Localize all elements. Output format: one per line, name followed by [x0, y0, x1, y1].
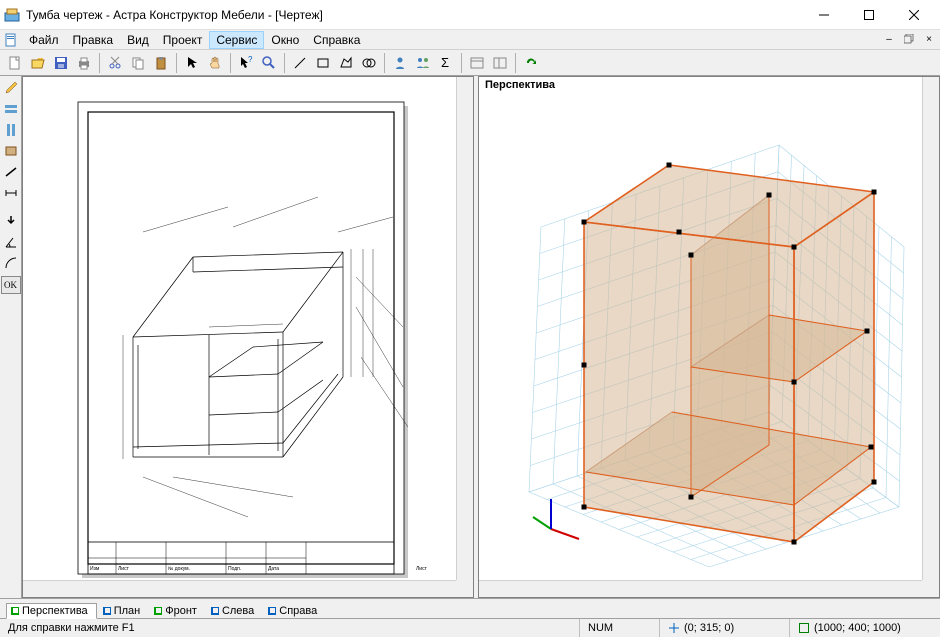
- perspective-view: [479, 77, 924, 582]
- menu-сервис[interactable]: Сервис: [209, 31, 264, 49]
- menu-справка[interactable]: Справка: [306, 31, 367, 49]
- svg-text:Дата: Дата: [268, 566, 279, 572]
- sigma-button[interactable]: Σ: [435, 52, 457, 74]
- svg-text:?: ?: [248, 55, 253, 64]
- scrollbar-horizontal[interactable]: [23, 580, 456, 597]
- document-icon: [2, 31, 20, 49]
- menu-проект[interactable]: Проект: [156, 31, 210, 49]
- window-controls: [801, 0, 936, 30]
- menu-файл[interactable]: Файл: [22, 31, 66, 49]
- print-button[interactable]: [73, 52, 95, 74]
- maximize-button[interactable]: [846, 0, 891, 30]
- cursor-help-button[interactable]: ?: [235, 52, 257, 74]
- mdi-minimize-button[interactable]: –: [880, 31, 898, 47]
- union-button[interactable]: [358, 52, 380, 74]
- group-button[interactable]: [412, 52, 434, 74]
- tab-слева[interactable]: Слева: [207, 604, 262, 618]
- pencil-button[interactable]: [1, 78, 21, 98]
- layer-h-button[interactable]: [1, 99, 21, 119]
- new-file-button[interactable]: [4, 52, 26, 74]
- arrow-down-button[interactable]: [1, 211, 21, 231]
- pane-title: Перспектива: [485, 79, 555, 91]
- svg-text:№ докум.: № докум.: [168, 566, 190, 572]
- svg-text:Σ: Σ: [441, 55, 449, 70]
- arc-button[interactable]: [1, 253, 21, 273]
- panel1-button[interactable]: [466, 52, 488, 74]
- status-dims: (1000; 400; 1000): [790, 619, 940, 637]
- arrow-select-button[interactable]: [181, 52, 203, 74]
- menu-правка[interactable]: Правка: [66, 31, 121, 49]
- person-button[interactable]: [389, 52, 411, 74]
- panel2-button[interactable]: [489, 52, 511, 74]
- save-file-button[interactable]: [50, 52, 72, 74]
- tab-перспектива[interactable]: Перспектива: [6, 603, 97, 619]
- rect-tool-button[interactable]: [1, 141, 21, 161]
- ok-button[interactable]: OK: [1, 276, 21, 294]
- workspace: Изм Лист № докум. Подп. Дата Лист Перспектива: [22, 76, 940, 598]
- poly-button[interactable]: [335, 52, 357, 74]
- tab-фронт[interactable]: Фронт: [150, 604, 205, 618]
- mdi-restore-button[interactable]: [900, 31, 918, 47]
- status-coords: (0; 315; 0): [660, 619, 790, 637]
- scroll-corner: [922, 580, 939, 597]
- perspective-pane[interactable]: Перспектива: [478, 76, 940, 598]
- view-tabs: ПерспективаПланФронтСлеваСправа: [0, 598, 940, 618]
- zoom-button[interactable]: [258, 52, 280, 74]
- main-area: OK Изм Лист № докум. Подп. Дата Лист Перспект…: [0, 76, 940, 598]
- rect-button[interactable]: [312, 52, 334, 74]
- drawing-pane[interactable]: Изм Лист № докум. Подп. Дата Лист: [22, 76, 474, 598]
- crosshair-icon: [668, 622, 680, 634]
- cut-button[interactable]: [104, 52, 126, 74]
- statusbar: Для справки нажмите F1 NUM (0; 315; 0) (…: [0, 618, 940, 637]
- svg-text:Лист: Лист: [416, 566, 428, 572]
- tab-справа[interactable]: Справа: [264, 604, 325, 618]
- hand-pan-button[interactable]: [204, 52, 226, 74]
- status-num: NUM: [580, 619, 660, 637]
- svg-text:Лист: Лист: [118, 566, 130, 572]
- scrollbar-vertical[interactable]: [922, 77, 939, 580]
- menubar: ФайлПравкаВидПроектСервисОкноСправка – ×: [0, 30, 940, 50]
- tab-план[interactable]: План: [99, 604, 149, 618]
- menu-окно[interactable]: Окно: [264, 31, 306, 49]
- mdi-close-button[interactable]: ×: [920, 31, 938, 47]
- titlebar: Тумба чертеж - Астра Конструктор Мебели …: [0, 0, 940, 30]
- svg-text:Изм: Изм: [90, 566, 100, 572]
- scrollbar-horizontal[interactable]: [479, 580, 922, 597]
- angle-button[interactable]: [1, 232, 21, 252]
- app-icon: [4, 7, 20, 23]
- mdi-controls: – ×: [880, 31, 938, 47]
- technical-drawing: Изм Лист № докум. Подп. Дата Лист: [23, 77, 458, 582]
- side-toolbar: OK: [0, 76, 22, 598]
- close-button[interactable]: [891, 0, 936, 30]
- svg-text:Подп.: Подп.: [228, 566, 241, 572]
- line-button[interactable]: [289, 52, 311, 74]
- scroll-corner: [456, 580, 473, 597]
- minimize-button[interactable]: [801, 0, 846, 30]
- window-title: Тумба чертеж - Астра Конструктор Мебели …: [26, 8, 801, 22]
- layer-v-button[interactable]: [1, 120, 21, 140]
- status-help: Для справки нажмите F1: [0, 619, 580, 637]
- line-tool-button[interactable]: [1, 162, 21, 182]
- menu-вид[interactable]: Вид: [120, 31, 156, 49]
- copy-button[interactable]: [127, 52, 149, 74]
- refresh-button[interactable]: [520, 52, 542, 74]
- toolbar: ?Σ: [0, 50, 940, 76]
- scrollbar-vertical[interactable]: [456, 77, 473, 580]
- open-file-button[interactable]: [27, 52, 49, 74]
- box-icon: [798, 622, 810, 634]
- dimension-button[interactable]: [1, 183, 21, 203]
- paste-button[interactable]: [150, 52, 172, 74]
